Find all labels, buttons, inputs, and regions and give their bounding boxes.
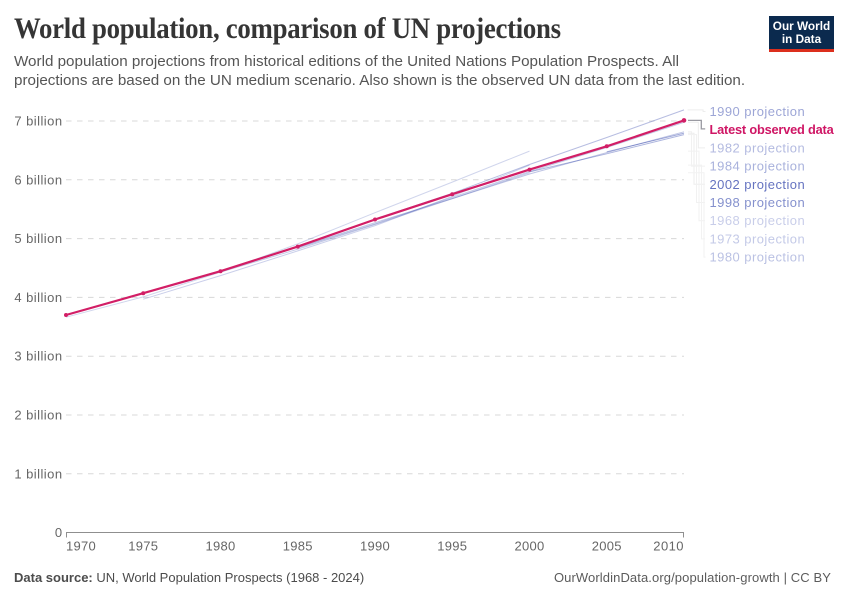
svg-text:2005: 2005 [592,539,622,554]
svg-text:1998 projection: 1998 projection [710,195,806,210]
svg-text:7 billion: 7 billion [14,114,62,129]
svg-text:1970: 1970 [66,539,96,554]
svg-text:1985: 1985 [283,539,313,554]
svg-text:3 billion: 3 billion [14,349,62,364]
svg-text:Latest observed data: Latest observed data [710,122,835,137]
svg-text:1980: 1980 [206,539,236,554]
svg-text:1982 projection: 1982 projection [710,140,806,155]
svg-text:1973 projection: 1973 projection [710,231,806,246]
svg-text:1968 projection: 1968 projection [710,213,806,228]
svg-text:2000: 2000 [515,539,545,554]
svg-text:2002 projection: 2002 projection [710,177,806,192]
svg-text:2 billion: 2 billion [14,408,62,423]
svg-text:1990: 1990 [360,539,390,554]
svg-text:1975: 1975 [128,539,158,554]
svg-text:1995: 1995 [437,539,467,554]
svg-text:6 billion: 6 billion [14,172,62,187]
svg-text:1990 projection: 1990 projection [710,104,806,119]
svg-text:1980 projection: 1980 projection [710,250,806,265]
svg-text:1 billion: 1 billion [14,466,62,481]
svg-text:2010: 2010 [653,539,684,554]
svg-text:5 billion: 5 billion [14,231,62,246]
svg-text:0: 0 [55,525,63,540]
svg-text:4 billion: 4 billion [14,290,62,305]
svg-text:1984 projection: 1984 projection [710,159,806,174]
